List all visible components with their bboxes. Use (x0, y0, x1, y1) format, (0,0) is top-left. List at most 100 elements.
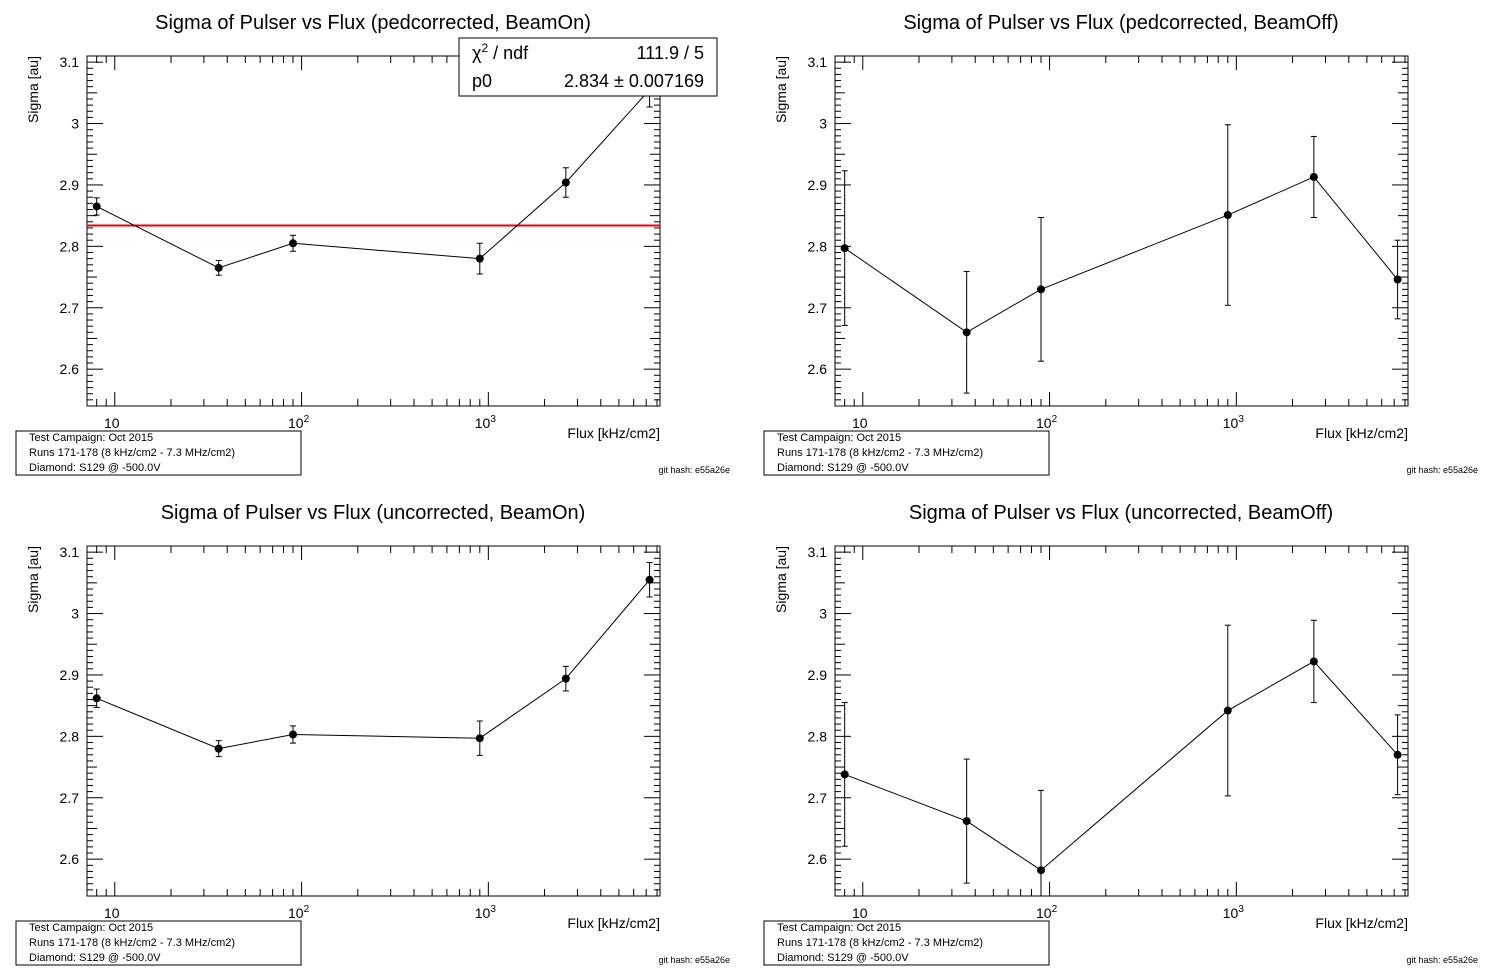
y-tick-label: 2.9 (60, 177, 80, 193)
y-tick-label: 2.6 (808, 361, 828, 377)
info-box (763, 920, 1050, 966)
x-tick-label: 10 (104, 905, 120, 921)
git-hash: git hash: e55a26e (1406, 465, 1478, 475)
chart-title: Sigma of Pulser vs Flux (uncorrected, Be… (161, 502, 586, 524)
x-tick-label: 103 (1223, 904, 1245, 921)
y-tick-label: 3.1 (808, 544, 828, 560)
data-point (1309, 657, 1318, 666)
x-tick-label: 102 (288, 414, 310, 431)
fit-p0-value: 2.834 ± 0.007169 (564, 71, 704, 91)
y-tick-label: 2.7 (60, 300, 80, 316)
y-tick-label: 3.1 (60, 54, 80, 70)
data-layer (840, 124, 1402, 394)
x-tick-label: 103 (475, 414, 497, 431)
chart-panel-1: Sigma of Pulser vs Flux (pedcorrected, B… (763, 12, 1478, 476)
info-line: Test Campaign: Oct 2015 (29, 432, 153, 444)
x-tick-label: 10 (852, 905, 868, 921)
data-point (1223, 211, 1232, 220)
info-box (15, 920, 302, 966)
x-tick-label: 102 (1036, 904, 1058, 921)
y-tick-label: 2.8 (60, 728, 80, 744)
data-point (475, 254, 484, 263)
chart-panel-2: Sigma of Pulser vs Flux (uncorrected, Be… (15, 502, 730, 966)
y-tick-label: 2.7 (60, 790, 80, 806)
x-axis-label: Flux [kHz/cm2] (567, 915, 660, 931)
x-tick-label: 103 (475, 904, 497, 921)
plot-frame (86, 545, 661, 897)
y-tick-label: 2.9 (60, 667, 80, 683)
y-tick-label: 2.8 (808, 728, 828, 744)
fit-chi2-label: χ2 / ndf (472, 41, 529, 63)
data-point (475, 734, 484, 743)
chart-panel-0: Sigma of Pulser vs Flux (pedcorrected, B… (15, 12, 730, 476)
data-point (1393, 750, 1402, 759)
y-tick-label: 2.9 (808, 177, 828, 193)
plot-frame (834, 545, 1409, 897)
data-point (561, 674, 570, 683)
y-tick-label: 2.7 (808, 790, 828, 806)
y-tick-label: 2.6 (60, 851, 80, 867)
data-point (840, 770, 849, 779)
y-tick-label: 2.8 (60, 238, 80, 254)
y-tick-label: 2.6 (60, 361, 80, 377)
git-hash: git hash: e55a26e (658, 465, 730, 475)
plot-frame (86, 55, 661, 407)
git-hash: git hash: e55a26e (658, 955, 730, 965)
data-point (962, 328, 971, 337)
x-axis-label: Flux [kHz/cm2] (1315, 425, 1408, 441)
x-tick-label: 103 (1223, 414, 1245, 431)
y-tick-label: 2.9 (808, 667, 828, 683)
data-layer (92, 562, 654, 758)
data-point (1309, 172, 1318, 181)
y-tick-label: 3.1 (808, 54, 828, 70)
data-point (1223, 706, 1232, 715)
chart-title: Sigma of Pulser vs Flux (uncorrected, Be… (909, 502, 1333, 524)
x-tick-label: 102 (288, 904, 310, 921)
info-box (763, 430, 1050, 476)
info-line: Diamond: S129 @ -500.0V (777, 462, 909, 474)
data-point (92, 694, 101, 703)
y-axis-label: Sigma [au] (773, 56, 789, 123)
data-point (289, 730, 298, 739)
x-axis-label: Flux [kHz/cm2] (567, 425, 660, 441)
y-axis-label: Sigma [au] (25, 56, 41, 123)
data-layer (840, 619, 1402, 896)
fit-p0-label: p0 (472, 71, 492, 91)
y-tick-label: 3 (71, 606, 79, 622)
info-line: Diamond: S129 @ -500.0V (29, 952, 161, 964)
data-point (645, 575, 654, 584)
data-point (214, 263, 223, 272)
data-layer (87, 72, 660, 276)
info-line: Test Campaign: Oct 2015 (777, 432, 901, 444)
y-tick-label: 2.6 (808, 851, 828, 867)
series-line (96, 579, 650, 750)
info-line: Runs 171-178 (8 kHz/cm2 - 7.3 MHz/cm2) (777, 447, 983, 459)
info-line: Runs 171-178 (8 kHz/cm2 - 7.3 MHz/cm2) (29, 447, 235, 459)
chart-title: Sigma of Pulser vs Flux (pedcorrected, B… (903, 12, 1338, 34)
fit-chi2-value: 111.9 / 5 (637, 43, 704, 63)
series-line (844, 660, 1398, 871)
info-line: Diamond: S129 @ -500.0V (777, 952, 909, 964)
x-tick-label: 102 (1036, 414, 1058, 431)
data-point (1037, 285, 1046, 294)
info-line: Test Campaign: Oct 2015 (29, 922, 153, 934)
data-point (840, 244, 849, 253)
data-point (92, 202, 101, 211)
x-tick-label: 10 (104, 415, 120, 431)
data-point (962, 817, 971, 826)
y-tick-label: 3.1 (60, 544, 80, 560)
data-point (1393, 275, 1402, 284)
git-hash: git hash: e55a26e (1406, 955, 1478, 965)
info-line: Test Campaign: Oct 2015 (777, 922, 901, 934)
y-tick-label: 3 (71, 116, 79, 132)
data-point (289, 239, 298, 248)
plot-frame (834, 55, 1409, 407)
x-tick-label: 10 (852, 415, 868, 431)
chart-title: Sigma of Pulser vs Flux (pedcorrected, B… (155, 12, 591, 34)
y-tick-label: 2.7 (808, 300, 828, 316)
data-point (561, 178, 570, 187)
info-line: Runs 171-178 (8 kHz/cm2 - 7.3 MHz/cm2) (777, 937, 983, 949)
data-point (214, 744, 223, 753)
data-point (1037, 866, 1046, 875)
